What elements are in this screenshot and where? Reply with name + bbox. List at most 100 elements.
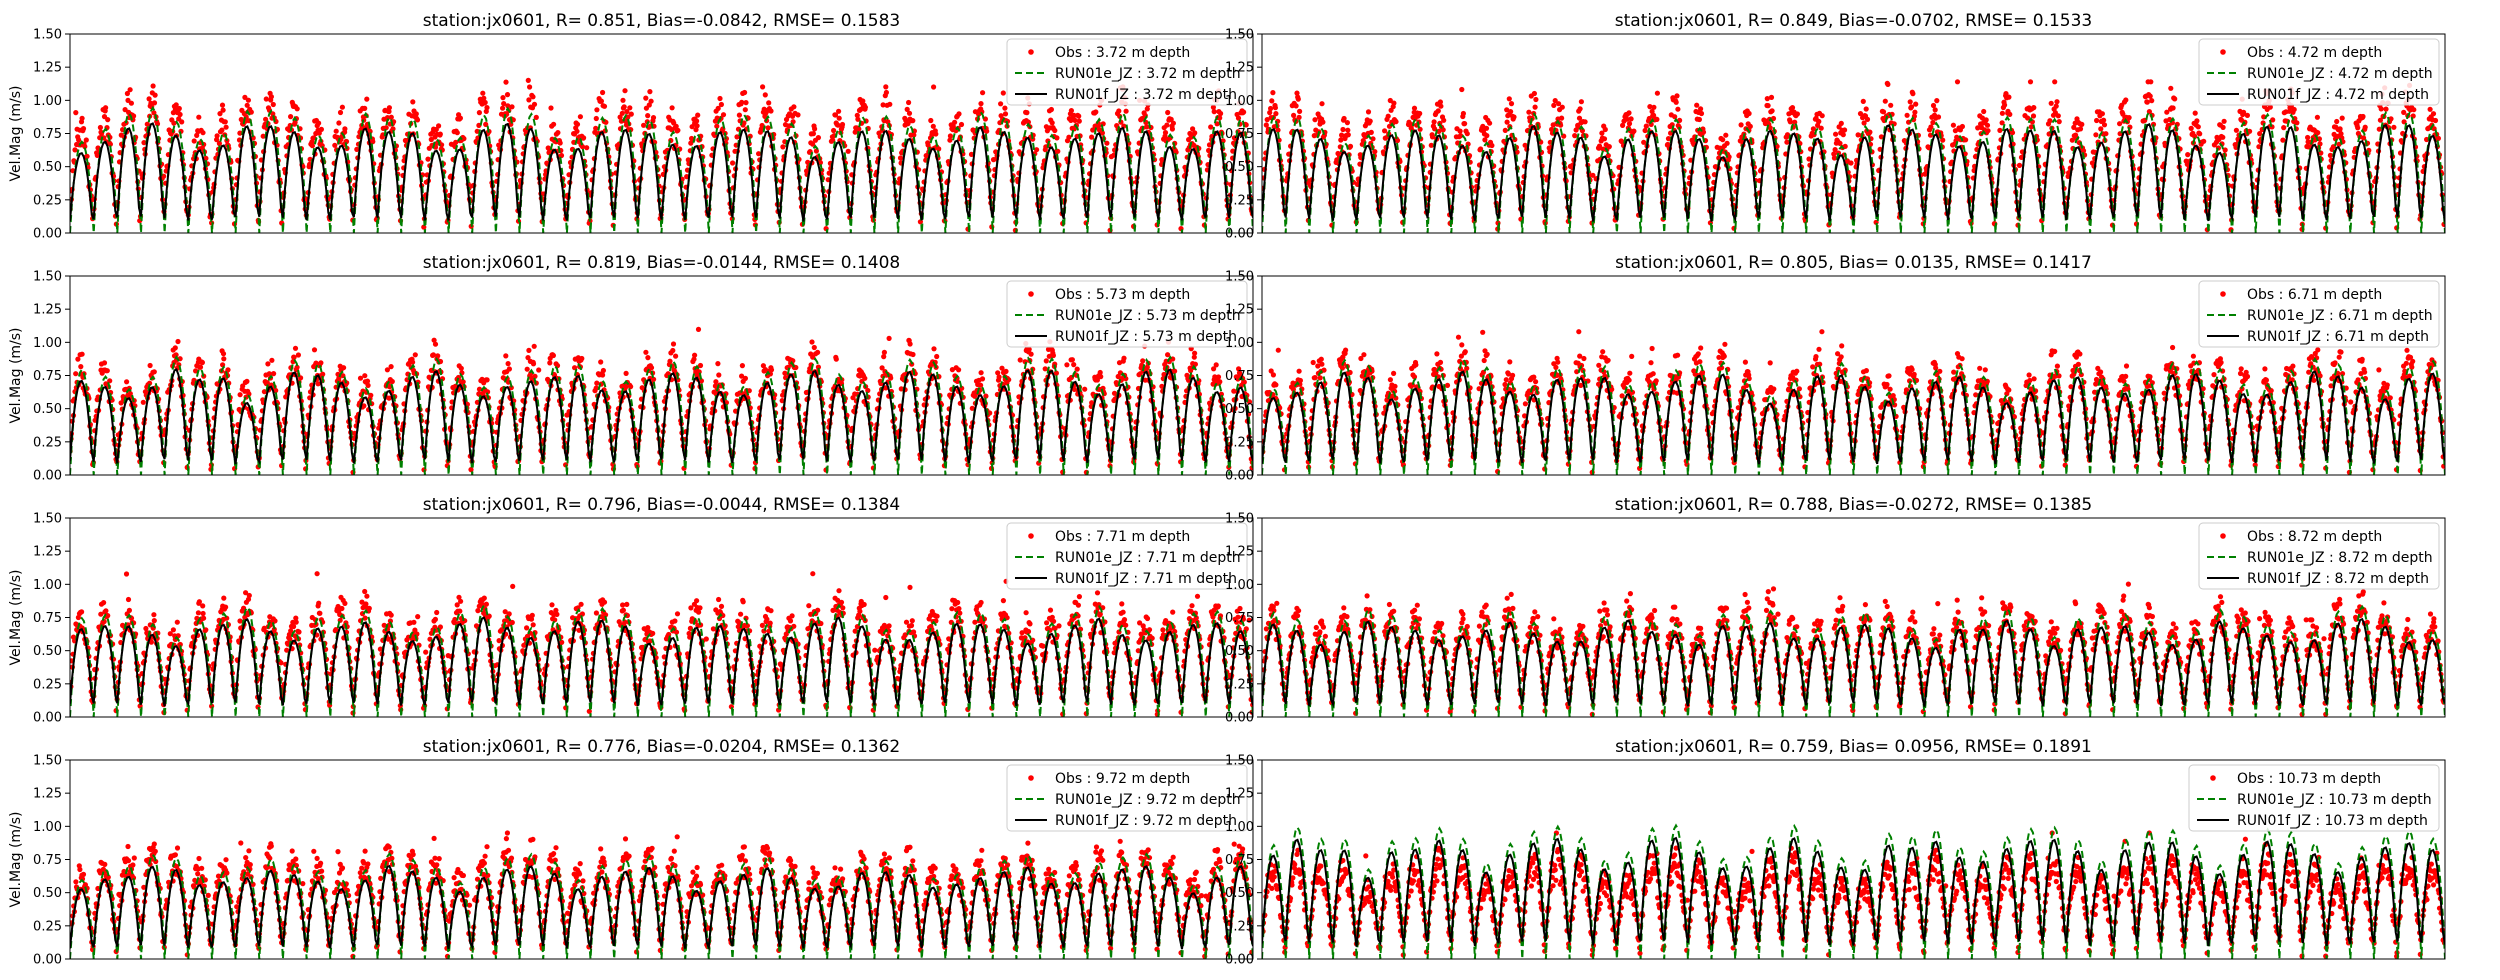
obs-point — [318, 126, 324, 132]
obs-point — [1312, 117, 1318, 123]
obs-point — [2355, 125, 2361, 131]
obs-point — [910, 118, 916, 124]
obs-point — [881, 354, 887, 360]
obs-point — [782, 370, 788, 376]
obs-point — [1370, 136, 1376, 142]
obs-point — [383, 125, 389, 131]
obs-point — [852, 129, 858, 135]
obs-point — [1319, 101, 1325, 107]
obs-point — [1121, 355, 1127, 361]
obs-point — [574, 128, 580, 134]
obs-point — [581, 135, 587, 141]
obs-point — [147, 380, 153, 386]
obs-point — [558, 152, 565, 159]
obs-point — [600, 367, 607, 374]
obs-point — [2101, 122, 2108, 128]
obs-point — [1268, 105, 1274, 112]
obs-point — [1837, 140, 1843, 146]
obs-point — [713, 379, 719, 385]
legend-obs-marker — [2220, 49, 2226, 55]
obs-point — [1291, 112, 1297, 118]
obs-point — [73, 371, 79, 377]
obs-point — [386, 108, 392, 115]
obs-point — [354, 146, 360, 152]
obs-point — [1162, 130, 1169, 136]
obs-point — [225, 367, 231, 373]
obs-point — [930, 123, 936, 129]
obs-point — [1123, 108, 1129, 114]
obs-point — [1050, 352, 1056, 359]
obs-point — [2280, 137, 2286, 143]
obs-point — [810, 141, 816, 147]
obs-point — [947, 137, 953, 143]
obs-point — [432, 341, 439, 347]
obs-point — [1489, 142, 1495, 149]
obs-point — [2192, 110, 2198, 116]
obs-point — [1999, 110, 2005, 116]
obs-point — [1818, 125, 1824, 131]
obs-point — [1217, 115, 1223, 121]
obs-point — [695, 112, 701, 118]
obs-point — [766, 100, 772, 106]
obs-point — [1959, 123, 1965, 130]
obs-point — [1347, 143, 1354, 149]
legend-label: RUN01f_JZ : 3.72 m depth — [1055, 87, 1237, 103]
obs-point — [1487, 120, 1493, 126]
obs-point — [886, 335, 892, 341]
obs-point — [742, 107, 748, 113]
obs-point — [2197, 131, 2203, 137]
obs-point — [2362, 124, 2368, 130]
obs-point — [2009, 130, 2016, 136]
obs-point — [72, 147, 78, 153]
obs-point — [2334, 133, 2341, 139]
obs-point — [2383, 106, 2389, 112]
obs-point — [2334, 118, 2340, 125]
obs-point — [80, 126, 87, 132]
legend-label: RUN01e_JZ : 4.72 m depth — [2247, 66, 2433, 82]
obs-point — [1857, 111, 1864, 117]
obs-point — [1912, 109, 1918, 115]
obs-point — [2016, 162, 2023, 168]
obs-point — [594, 107, 600, 113]
obs-point — [2077, 126, 2084, 132]
obs-point — [75, 356, 81, 362]
obs-point — [1952, 128, 1958, 134]
obs-point — [1149, 136, 1155, 142]
obs-point — [1784, 139, 1790, 145]
obs-point — [1502, 127, 1508, 133]
obs-point — [242, 94, 248, 100]
obs-point — [1071, 362, 1077, 368]
obs-point — [1043, 358, 1049, 364]
obs-point — [1572, 133, 1578, 139]
obs-point — [2056, 119, 2062, 125]
legend-box — [2198, 38, 2440, 106]
obs-point — [220, 107, 226, 113]
obs-point — [1577, 106, 1583, 112]
obs-point — [1089, 134, 1095, 140]
obs-point — [370, 139, 376, 145]
obs-point — [1042, 366, 1048, 372]
obs-point — [244, 102, 250, 108]
obs-point — [2126, 115, 2132, 121]
obs-point — [1000, 90, 1006, 96]
obs-point — [458, 365, 464, 371]
obs-point — [1294, 90, 1300, 96]
obs-point — [219, 102, 226, 108]
obs-point — [2315, 130, 2321, 136]
obs-point — [1483, 125, 1490, 131]
obs-point — [1602, 126, 1608, 133]
obs-point — [1072, 117, 1078, 123]
obs-point — [436, 123, 442, 129]
obs-point — [2052, 79, 2058, 85]
obs-point — [1694, 102, 1700, 108]
obs-point — [482, 99, 488, 106]
obs-point — [1997, 127, 2003, 133]
obs-point — [2427, 106, 2433, 112]
obs-point — [468, 467, 474, 473]
obs-point — [978, 370, 984, 376]
obs-point — [845, 148, 851, 154]
subplot-1: station:jx0601, R= 0.851, Bias=-0.0842, … — [8, 11, 1254, 242]
obs-point — [1344, 120, 1350, 126]
obs-point — [1116, 108, 1122, 114]
obs-point — [865, 387, 871, 394]
